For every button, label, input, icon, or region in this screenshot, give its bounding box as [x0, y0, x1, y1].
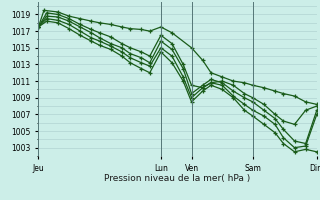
- X-axis label: Pression niveau de la mer( hPa ): Pression niveau de la mer( hPa ): [104, 174, 251, 183]
